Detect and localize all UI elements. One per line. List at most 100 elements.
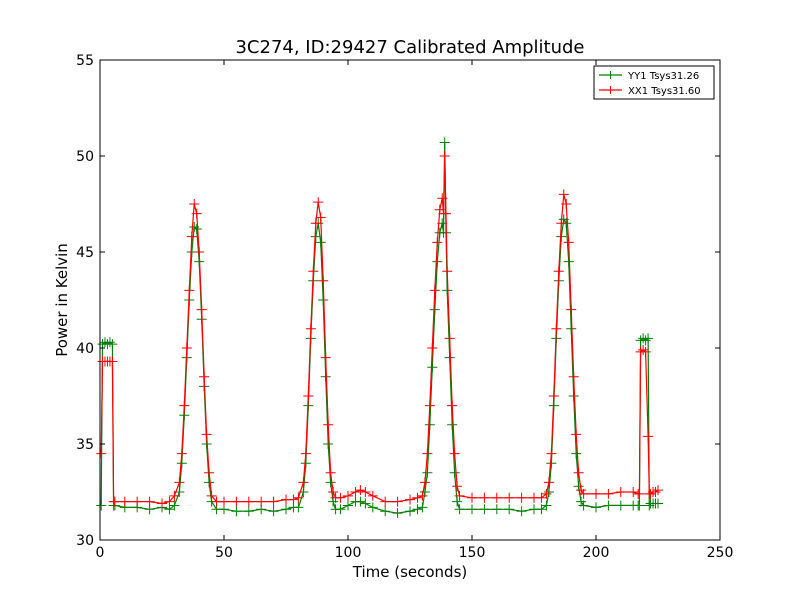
x-tick-label: 100: [335, 545, 362, 561]
data-point: [541, 500, 552, 511]
data-point: [546, 448, 557, 459]
data-point: [293, 492, 304, 503]
data-point: [256, 496, 267, 507]
data-point: [419, 477, 430, 488]
axis-ticks: 0 50 100 150 200 250 30 35 40 45 50 55: [76, 53, 733, 561]
data-point: [412, 504, 423, 515]
data-point: [204, 477, 215, 488]
data-point: [305, 323, 316, 334]
data-point: [591, 502, 601, 513]
data-point: [504, 504, 515, 515]
data-point: [268, 506, 279, 517]
data-point: [281, 504, 291, 515]
data-point: [551, 323, 562, 334]
data-point: [335, 504, 346, 515]
data-point: [578, 500, 589, 511]
data-point: [219, 496, 229, 507]
data-point: [429, 285, 440, 296]
y-tick-label: 40: [76, 341, 94, 357]
data-point: [298, 477, 309, 488]
data-point: [335, 492, 346, 503]
data-point: [568, 391, 579, 401]
legend-marker: [606, 71, 615, 79]
data-point: [196, 304, 207, 315]
data-point: [442, 266, 453, 277]
data-point: [427, 343, 438, 353]
series-line: [114, 155, 639, 505]
data-point: [343, 500, 353, 511]
legend-entry: YY1 Tsys31.26: [627, 71, 699, 82]
plot-frame: [99, 59, 721, 541]
data-point: [328, 496, 339, 507]
data-point: [355, 485, 366, 496]
data-point: [454, 490, 465, 501]
y-axis-label: Power in Kelvin: [53, 243, 71, 357]
data-point: [424, 400, 435, 411]
x-tick-label: 50: [215, 545, 233, 561]
x-axis-label: Time (seconds): [352, 563, 468, 581]
data-point: [310, 218, 321, 229]
data-point: [315, 237, 326, 248]
data-point: [104, 337, 115, 348]
data-point: [553, 266, 564, 277]
data-point: [380, 506, 391, 517]
data-point: [467, 504, 477, 515]
data-point: [174, 477, 185, 488]
data-point: [566, 304, 577, 315]
data-point: [591, 488, 601, 499]
data-point: [571, 429, 582, 440]
data-point: [189, 199, 200, 209]
data-point: [107, 339, 118, 350]
data-point: [107, 356, 118, 367]
data-point: [439, 151, 450, 161]
data-point: [643, 431, 654, 442]
data-point: [288, 494, 299, 505]
x-tick-label: 0: [96, 545, 105, 561]
y-tick-label: 45: [76, 245, 94, 261]
data-point: [204, 467, 215, 478]
data-point: [318, 275, 329, 286]
data-point: [653, 498, 663, 509]
data-point: [558, 189, 569, 200]
data-point: [563, 237, 574, 248]
legend-entry: XX1 Tsys31.60: [628, 86, 701, 97]
data-point: [491, 492, 502, 503]
legend-box: [593, 65, 715, 100]
data-point: [367, 502, 378, 513]
data-point: [516, 506, 527, 517]
data-point: [417, 502, 428, 513]
data-point: [412, 492, 423, 503]
data-point: [320, 352, 331, 363]
data-point: [164, 496, 175, 507]
data-point: [355, 496, 366, 507]
data-point: [405, 506, 415, 517]
data-point: [392, 496, 403, 507]
data-point: [350, 487, 361, 497]
y-tick-label: 50: [76, 149, 94, 165]
data-point: [380, 496, 391, 507]
data-point: [417, 490, 428, 501]
data-point: [325, 477, 336, 488]
series-xx1: [96, 151, 663, 509]
data-point: [561, 199, 572, 209]
data-point: [467, 492, 477, 503]
data-point: [157, 498, 167, 509]
data-point: [634, 488, 645, 499]
data-point: [541, 488, 552, 499]
data-point: [96, 448, 107, 459]
x-tick-label: 250: [707, 545, 734, 561]
data-point: [444, 352, 455, 363]
data-point: [516, 492, 527, 503]
data-point: [405, 494, 415, 505]
data-point: [440, 208, 451, 219]
data-point: [303, 391, 314, 401]
data-point: [179, 400, 190, 411]
data-point: [360, 487, 371, 497]
data-point: [444, 333, 455, 344]
data-point: [650, 487, 661, 497]
y-tick-label: 30: [76, 533, 94, 549]
data-point: [132, 496, 143, 507]
data-point: [447, 400, 458, 411]
data-point: [231, 496, 242, 507]
data-point: [571, 448, 582, 459]
